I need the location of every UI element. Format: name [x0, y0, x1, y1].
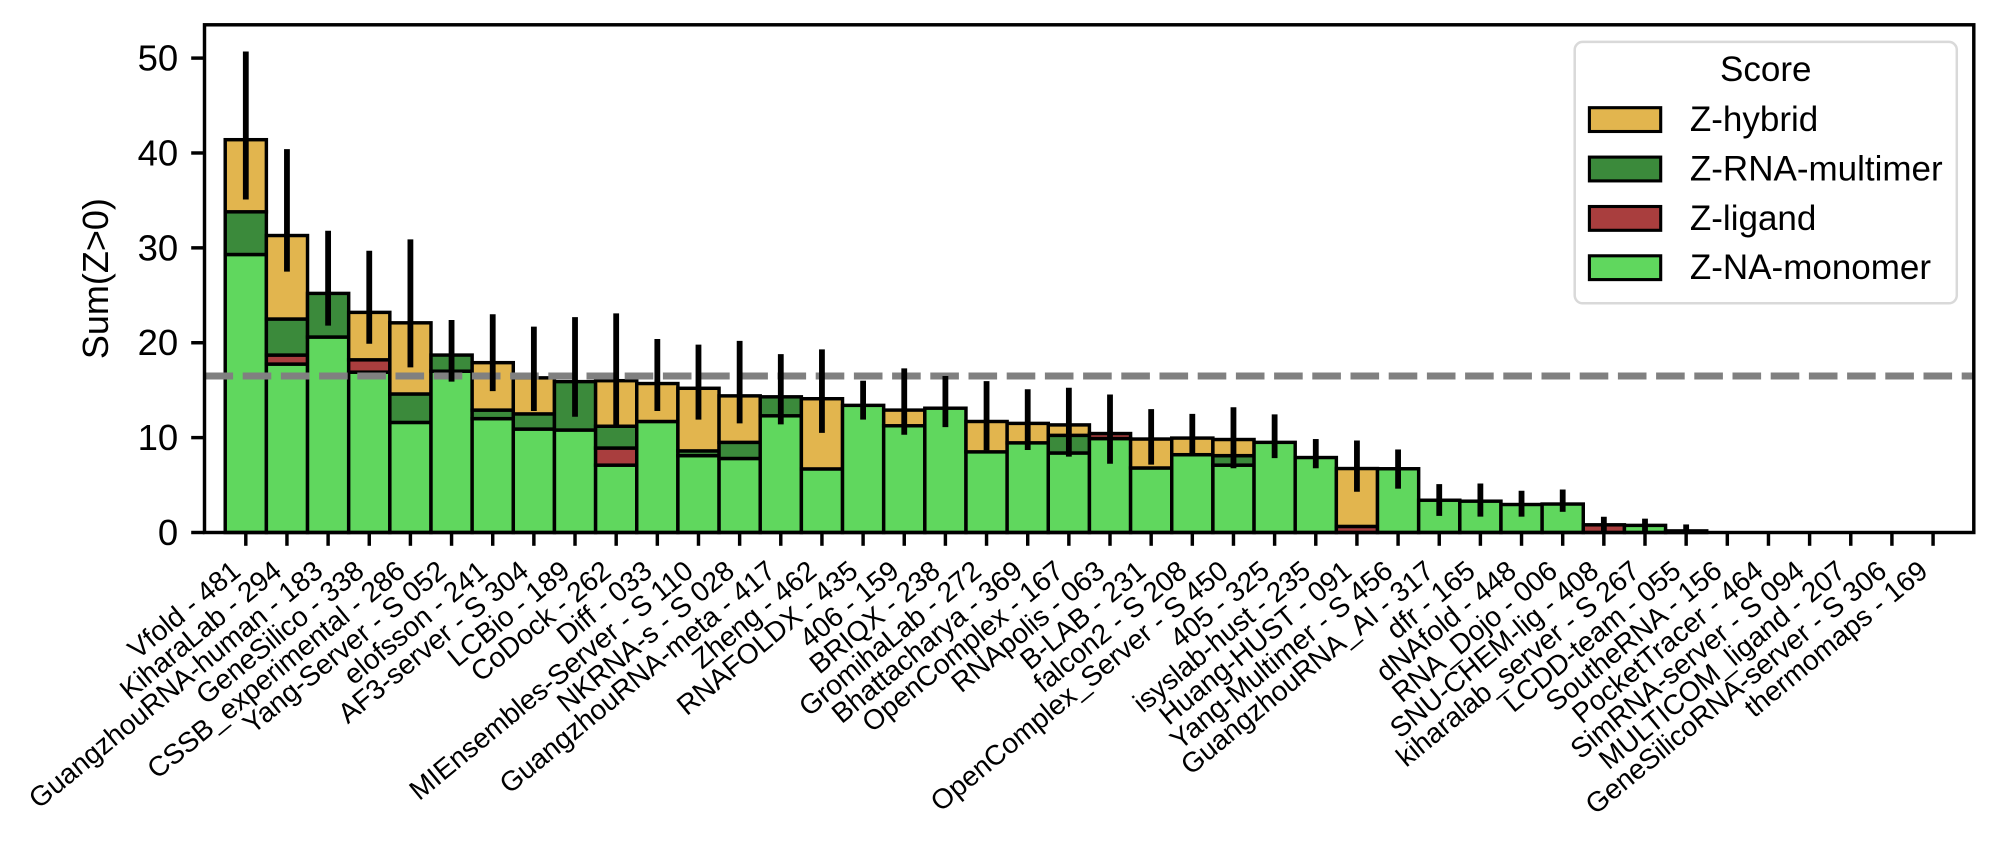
svg-text:0: 0	[158, 512, 178, 553]
svg-text:Z-RNA-multimer: Z-RNA-multimer	[1690, 150, 1943, 189]
svg-text:10: 10	[138, 417, 179, 458]
svg-text:Sum(Z>0): Sum(Z>0)	[75, 198, 116, 359]
svg-text:Z-ligand: Z-ligand	[1690, 199, 1816, 238]
svg-text:Score: Score	[1720, 50, 1811, 89]
svg-text:30: 30	[138, 227, 179, 268]
svg-text:40: 40	[138, 132, 179, 173]
svg-text:50: 50	[138, 38, 179, 79]
svg-text:Z-hybrid: Z-hybrid	[1690, 100, 1818, 139]
svg-text:20: 20	[138, 322, 179, 363]
svg-text:Z-NA-monomer: Z-NA-monomer	[1690, 248, 1931, 287]
